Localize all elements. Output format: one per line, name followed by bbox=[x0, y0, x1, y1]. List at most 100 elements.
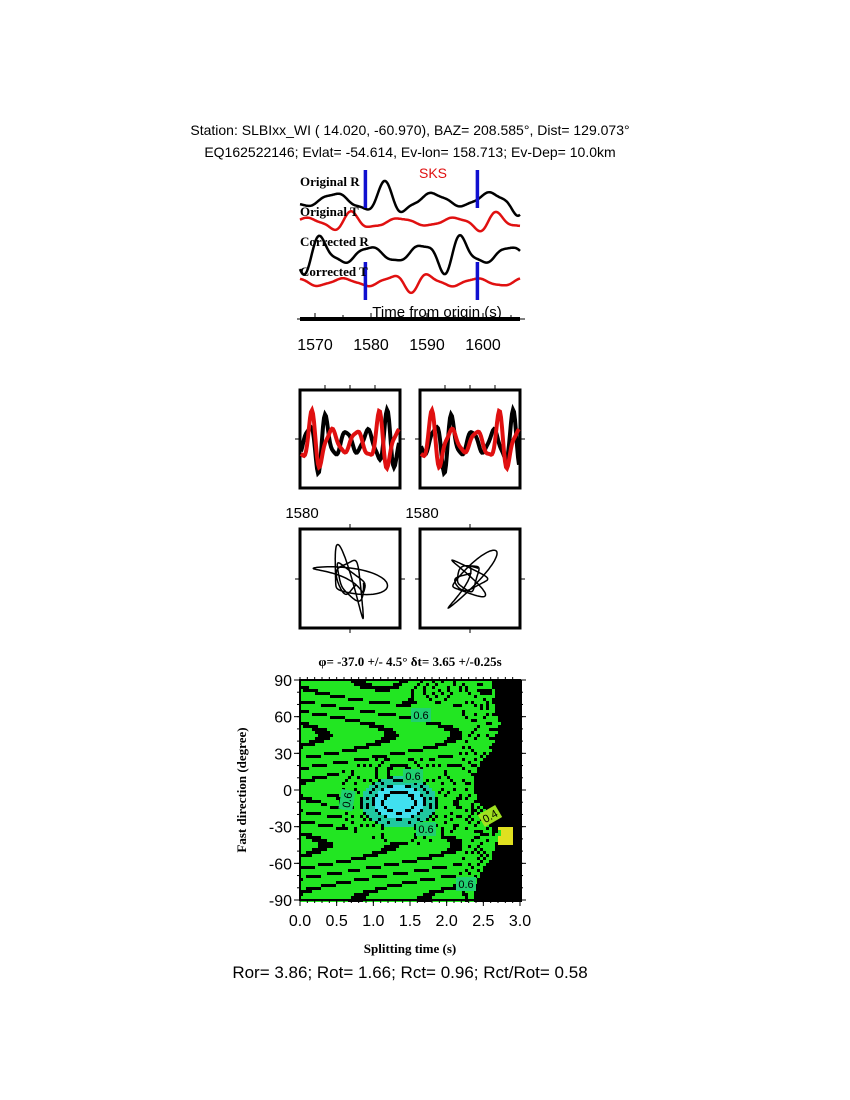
contour-cell bbox=[468, 779, 471, 782]
contour-cell bbox=[486, 689, 489, 692]
contour-cell bbox=[450, 884, 453, 887]
contour-cell bbox=[306, 758, 309, 761]
contour-cell bbox=[336, 722, 339, 725]
contour-cell bbox=[429, 857, 432, 860]
contour-cell bbox=[300, 797, 303, 800]
contour-cell bbox=[384, 704, 387, 707]
contour-cell bbox=[309, 809, 312, 812]
contour-cell bbox=[369, 686, 372, 689]
contour-cell bbox=[429, 755, 432, 758]
contour-cell bbox=[366, 860, 369, 863]
contour-cell bbox=[381, 860, 384, 863]
contour-cell bbox=[390, 752, 393, 755]
contour-cell bbox=[345, 773, 348, 776]
contour-cell bbox=[402, 755, 405, 758]
contour-cell bbox=[417, 869, 420, 872]
contour-cell bbox=[330, 746, 333, 749]
contour-cell bbox=[483, 887, 486, 890]
contour-cell bbox=[333, 791, 336, 794]
contour-cell bbox=[459, 830, 462, 833]
contour-cell bbox=[339, 833, 342, 836]
contour-cell bbox=[387, 683, 390, 686]
contour-cell bbox=[348, 716, 351, 719]
contour-cell bbox=[363, 707, 366, 710]
contour-cell bbox=[495, 875, 498, 878]
contour-cell bbox=[366, 863, 369, 866]
contour-cell bbox=[390, 782, 393, 785]
contour-cell bbox=[345, 761, 348, 764]
contour-cell bbox=[471, 749, 474, 752]
contour-cell bbox=[492, 767, 495, 770]
contour-cell bbox=[315, 854, 318, 857]
contour-cell bbox=[360, 683, 363, 686]
contour-cell bbox=[324, 704, 327, 707]
contour-cell bbox=[396, 797, 399, 800]
contour-cell bbox=[480, 869, 483, 872]
contour-cell bbox=[339, 701, 342, 704]
contour-cell bbox=[447, 848, 450, 851]
contour-cell bbox=[468, 701, 471, 704]
contour-cell bbox=[465, 689, 468, 692]
contour-cell bbox=[330, 884, 333, 887]
contour-cell bbox=[336, 842, 339, 845]
contour-cell bbox=[441, 791, 444, 794]
contour-cell bbox=[390, 851, 393, 854]
contour-cell bbox=[339, 851, 342, 854]
contour-cell bbox=[492, 842, 495, 845]
contour-cell bbox=[318, 713, 321, 716]
contour-cell bbox=[306, 761, 309, 764]
contour-cell bbox=[315, 743, 318, 746]
contour-cell bbox=[321, 863, 324, 866]
contour-cell bbox=[447, 890, 450, 893]
contour-cell bbox=[402, 803, 405, 806]
contour-cell bbox=[459, 803, 462, 806]
contour-cell bbox=[411, 734, 414, 737]
contour-cell bbox=[363, 794, 366, 797]
contour-cell bbox=[444, 734, 447, 737]
contour-cell bbox=[345, 722, 348, 725]
contour-cell bbox=[417, 686, 420, 689]
contour-cell bbox=[396, 773, 399, 776]
contour-cell bbox=[354, 749, 357, 752]
contour-cell bbox=[336, 686, 339, 689]
contour-cell bbox=[387, 737, 390, 740]
contour-cell bbox=[435, 884, 438, 887]
contour-cell bbox=[498, 737, 501, 740]
contour-cell bbox=[492, 827, 495, 830]
contour-cell bbox=[321, 683, 324, 686]
contour-cell bbox=[393, 836, 396, 839]
contour-cell bbox=[393, 857, 396, 860]
contour-cell bbox=[471, 686, 474, 689]
contour-cell bbox=[303, 887, 306, 890]
contour-cell bbox=[378, 698, 381, 701]
contour-cell bbox=[330, 737, 333, 740]
contour-cell bbox=[321, 782, 324, 785]
contour-cell bbox=[495, 761, 498, 764]
contour-cell bbox=[462, 848, 465, 851]
contour-cell bbox=[396, 698, 399, 701]
contour-cell bbox=[435, 707, 438, 710]
contour-cell bbox=[345, 707, 348, 710]
contour-cell bbox=[342, 743, 345, 746]
contour-cell bbox=[363, 752, 366, 755]
contour-cell bbox=[477, 791, 480, 794]
contour-cell bbox=[417, 875, 420, 878]
contour-cell bbox=[495, 719, 498, 722]
contour-cell bbox=[483, 785, 486, 788]
contour-cell bbox=[477, 896, 480, 899]
contour-cell bbox=[378, 878, 381, 881]
contour-cell bbox=[330, 734, 333, 737]
contour-cell bbox=[351, 818, 354, 821]
contour-cell bbox=[330, 890, 333, 893]
contour-cell bbox=[327, 776, 330, 779]
contour-cell bbox=[300, 794, 303, 797]
contour-cell bbox=[300, 890, 303, 893]
contour-cell bbox=[357, 869, 360, 872]
contour-cell bbox=[420, 764, 423, 767]
contour-cell bbox=[372, 680, 375, 683]
contour-cell bbox=[351, 827, 354, 830]
contour-cell bbox=[480, 848, 483, 851]
contour-cell bbox=[453, 728, 456, 731]
contour-cell bbox=[441, 692, 444, 695]
contour-cell bbox=[480, 878, 483, 881]
